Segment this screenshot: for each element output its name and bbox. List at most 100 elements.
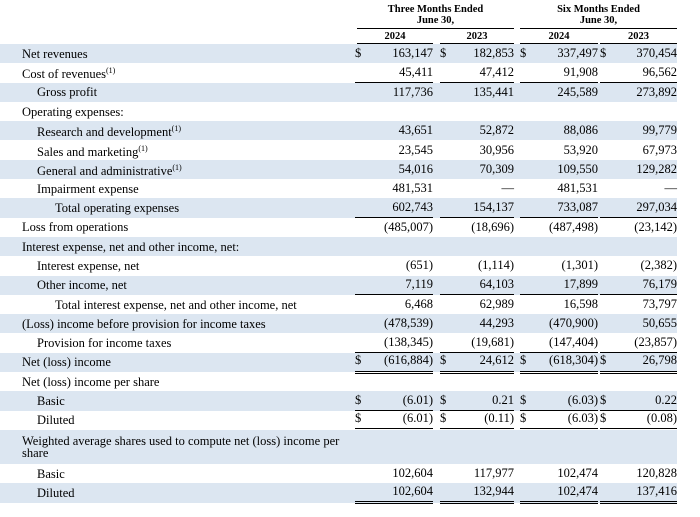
label-text: Loss from operations bbox=[22, 220, 129, 235]
cell-value: 24,612 bbox=[452, 351, 514, 374]
currency-symbol bbox=[355, 333, 368, 354]
cell-value: 73,797 bbox=[642, 297, 677, 312]
table-row: Diluted $ (6.01) $ (0.11) $ (6.03) $ (0.08) bbox=[0, 409, 677, 432]
currency-symbol bbox=[520, 198, 532, 219]
cell-value: 733,087 bbox=[532, 198, 598, 219]
currency-symbol bbox=[600, 314, 612, 333]
cell-value: 88,086 bbox=[563, 123, 598, 138]
cell-value: (478,539) bbox=[384, 316, 433, 331]
table-row: Total interest expense, net and other in… bbox=[0, 295, 677, 314]
cell-value: 102,604 bbox=[368, 482, 433, 505]
label-text: Weighted average shares used to compute … bbox=[22, 434, 340, 460]
currency-symbol bbox=[600, 198, 612, 219]
cell-value: 23,545 bbox=[398, 142, 433, 157]
cell-value: 99,779 bbox=[642, 123, 677, 138]
row-label: Provision for income taxes bbox=[0, 336, 355, 351]
row-label: Operating expenses: bbox=[0, 105, 355, 118]
cell-value: — bbox=[612, 179, 677, 199]
label-text: Provision for income taxes bbox=[37, 336, 172, 351]
label-text: Research and development bbox=[37, 125, 172, 140]
currency-symbol bbox=[520, 179, 532, 199]
table-row: Cost of revenues(1) 45,411 47,412 91,908 96,… bbox=[0, 63, 677, 84]
currency-symbol bbox=[355, 218, 368, 237]
cell-value: 43,651 bbox=[398, 123, 433, 138]
row-label: Loss from operations bbox=[0, 220, 355, 235]
cell-value: (487,498) bbox=[549, 219, 598, 234]
table-row: Impairment expense 481,531 — 481,531 — bbox=[0, 179, 677, 199]
cell-value: 602,743 bbox=[368, 198, 433, 219]
column-group-header: Six Months Ended June 30, bbox=[520, 4, 677, 29]
cell-value: (616,884) bbox=[368, 351, 433, 374]
currency-symbol bbox=[440, 275, 452, 296]
cell-value: 7,119 bbox=[368, 275, 433, 296]
currency-symbol bbox=[520, 218, 532, 237]
cell-value: (1,301) bbox=[561, 258, 598, 273]
cell-value: 163,147 bbox=[392, 46, 433, 61]
currency-symbol bbox=[355, 141, 368, 160]
table-row: (Loss) income before provision for incom… bbox=[0, 314, 677, 334]
currency-symbol: $ bbox=[440, 391, 452, 412]
cell-value: (147,404) bbox=[532, 333, 598, 354]
cell-value: 67,973 bbox=[642, 142, 677, 157]
row-label: Other income, net bbox=[0, 279, 355, 292]
table-row: Weighted average shares used to compute … bbox=[0, 430, 677, 464]
table-row: Sales and marketing(1) 23,545 30,956 53,920… bbox=[0, 141, 677, 160]
cell-value: (18,696) bbox=[471, 219, 514, 234]
currency-symbol bbox=[520, 63, 532, 84]
cell-value: 30,956 bbox=[479, 142, 514, 157]
currency-symbol bbox=[440, 198, 452, 219]
currency-symbol bbox=[440, 482, 452, 505]
row-label: Basic bbox=[0, 467, 355, 480]
label-text: Sales and marketing bbox=[37, 144, 139, 159]
currency-symbol bbox=[600, 256, 612, 275]
row-label: Cost of revenues(1) bbox=[0, 65, 355, 80]
label-text: Net (loss) income bbox=[22, 355, 111, 370]
currency-symbol bbox=[440, 63, 452, 84]
currency-symbol bbox=[440, 160, 452, 179]
currency-symbol bbox=[600, 141, 612, 160]
label-text: Interest expense, net and other income, … bbox=[22, 239, 240, 254]
cell-value: 117,736 bbox=[392, 84, 433, 99]
currency-symbol bbox=[440, 333, 452, 354]
currency-symbol: $ bbox=[355, 409, 368, 432]
cell-value: — bbox=[452, 179, 514, 199]
cell-value: 245,589 bbox=[557, 84, 598, 99]
cell-value: 91,908 bbox=[532, 63, 598, 84]
table-row: Interest expense, net and other income, … bbox=[0, 237, 677, 257]
currency-symbol bbox=[440, 121, 452, 140]
table-row: Interest expense, net (651) (1,114) (1,301)… bbox=[0, 256, 677, 275]
cell-value: 297,034 bbox=[612, 198, 677, 219]
currency-symbol bbox=[520, 83, 532, 102]
header-line: June 30, bbox=[416, 15, 455, 26]
currency-symbol bbox=[520, 333, 532, 354]
year-header: 2023 bbox=[600, 31, 677, 44]
currency-symbol: $ bbox=[600, 46, 607, 61]
cell-value: 132,944 bbox=[452, 482, 514, 505]
row-label: Impairment expense bbox=[0, 181, 355, 196]
currency-symbol bbox=[355, 83, 368, 102]
currency-symbol bbox=[600, 482, 612, 505]
currency-symbol bbox=[520, 314, 532, 333]
table-row: Research and development(1) 43,651 52,872 8… bbox=[0, 121, 677, 141]
cell-value: 137,416 bbox=[612, 482, 677, 505]
row-label: General and administrative(1) bbox=[0, 162, 355, 177]
cell-value: (23,857) bbox=[612, 333, 677, 354]
row-label: Diluted bbox=[0, 413, 355, 428]
label-text: Diluted bbox=[37, 413, 75, 428]
currency-symbol bbox=[520, 275, 532, 296]
row-label: (Loss) income before provision for incom… bbox=[0, 318, 355, 331]
currency-symbol bbox=[440, 256, 452, 275]
currency-symbol bbox=[600, 464, 612, 484]
row-label: Total operating expenses bbox=[0, 202, 355, 215]
currency-symbol: $ bbox=[355, 351, 368, 374]
label-text: Impairment expense bbox=[37, 181, 139, 196]
header-line: Three Months Ended bbox=[387, 4, 484, 15]
currency-symbol bbox=[355, 179, 368, 199]
currency-symbol: $ bbox=[520, 409, 532, 432]
cell-value: (0.11) bbox=[452, 409, 514, 432]
row-label: Net revenues bbox=[0, 47, 355, 60]
cell-value: (2,382) bbox=[640, 258, 677, 273]
cell-value: 102,604 bbox=[368, 464, 433, 484]
cell-value: 117,977 bbox=[452, 464, 514, 484]
row-label: Interest expense, net and other income, … bbox=[0, 239, 355, 254]
